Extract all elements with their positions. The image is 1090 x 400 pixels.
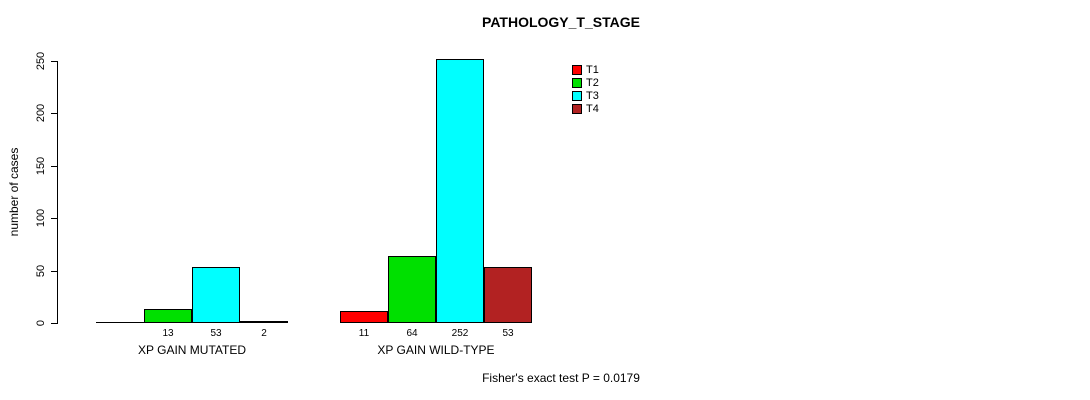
legend-item: T1 [572, 63, 599, 76]
y-axis-tick [51, 61, 57, 62]
legend-label: T1 [586, 63, 599, 76]
bar-value-label: 13 [162, 328, 174, 339]
y-tick-label: 0 [35, 319, 47, 327]
legend-swatch [572, 64, 582, 75]
legend-item: T2 [572, 76, 599, 89]
bar-t1-zero [96, 322, 144, 323]
legend: T1 T2 T3 T4 [572, 63, 599, 115]
bar-t2 [144, 309, 192, 323]
bar-value-label: 11 [358, 328, 370, 339]
legend-label: T4 [586, 102, 599, 115]
legend-swatch [572, 103, 582, 114]
y-tick-label: 200 [35, 103, 47, 123]
chart-title: PATHOLOGY_T_STAGE [482, 14, 640, 30]
bar-t4 [240, 321, 288, 323]
bar-value-label: 53 [210, 328, 222, 339]
y-tick-label: 50 [35, 264, 47, 278]
bar-t1 [340, 311, 388, 323]
footnote: Fisher's exact test P = 0.0179 [482, 371, 640, 385]
y-tick-label: 250 [35, 51, 47, 71]
bar-value-label: 53 [502, 328, 514, 339]
bar-value-label: 64 [406, 328, 418, 339]
legend-swatch [572, 90, 582, 101]
legend-item: T3 [572, 89, 599, 102]
legend-item: T4 [572, 102, 599, 115]
y-axis-tick [51, 271, 57, 272]
bar-t3 [192, 267, 240, 323]
y-tick-label: 150 [35, 156, 47, 176]
bar-value-label: 252 [451, 328, 469, 339]
y-tick-label: 100 [35, 208, 47, 228]
group-label: XP GAIN WILD-TYPE [377, 343, 495, 357]
y-axis-tick [51, 166, 57, 167]
y-axis-tick [51, 218, 57, 219]
legend-label: T2 [586, 76, 599, 89]
y-axis-line [57, 61, 58, 324]
y-axis-tick [51, 323, 57, 324]
legend-swatch [572, 77, 582, 88]
bar-t2 [388, 256, 436, 323]
legend-label: T3 [586, 89, 599, 102]
bar-value-label: 2 [261, 328, 267, 339]
bar-t4 [484, 267, 532, 323]
bar-t3 [436, 59, 484, 323]
group-label: XP GAIN MUTATED [137, 343, 246, 357]
y-axis-tick [51, 113, 57, 114]
